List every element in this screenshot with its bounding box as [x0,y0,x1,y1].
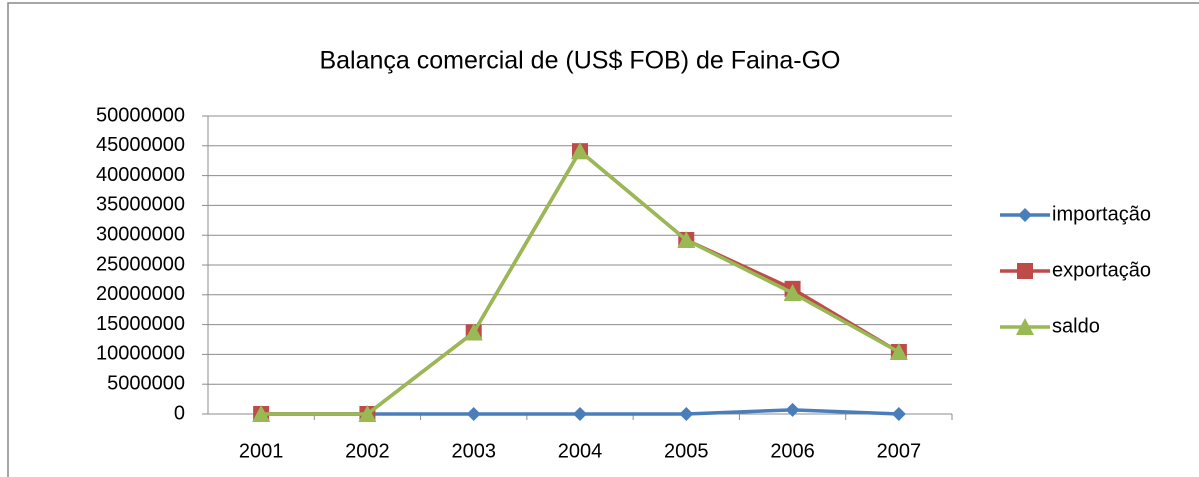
y-tick-label: 45000000 [96,134,185,156]
y-tick-label: 35000000 [96,194,185,216]
marker [1018,208,1032,222]
x-tick-label: 2006 [770,440,815,462]
x-tick-label: 2005 [664,440,709,462]
y-tick-label: 5000000 [107,372,185,394]
marker [1017,263,1033,279]
marker [466,407,481,421]
y-tick-label: 50000000 [96,104,185,126]
y-tick-label: 25000000 [96,253,185,275]
marker [889,343,908,361]
marker [783,284,802,302]
y-tick-label: 30000000 [96,223,185,245]
marker [358,405,377,422]
y-tick-label: 10000000 [96,343,185,365]
marker [573,407,587,421]
marker [464,323,483,341]
x-tick-label: 2002 [345,440,390,462]
marker [891,407,906,421]
y-tick-label: 0 [174,402,185,424]
marker [252,405,271,422]
marker [1016,318,1034,335]
y-tick-label: 40000000 [96,164,185,186]
chart-border [7,2,1199,477]
marker [679,407,694,421]
marker [571,142,589,160]
chart-title: Balança comercial de (US$ FOB) de Faina-… [319,47,840,75]
legend-label: exportação [1052,259,1151,281]
legend-label: importação [1052,203,1151,225]
marker [785,402,800,417]
x-tick-label: 2004 [558,440,603,462]
x-tick-label: 2003 [451,440,496,462]
y-tick-label: 20000000 [96,283,185,305]
x-tick-label: 2001 [239,440,284,462]
y-tick-label: 15000000 [96,313,185,335]
x-tick-label: 2007 [877,440,922,462]
legend-label: saldo [1052,315,1100,337]
marker [677,230,696,248]
